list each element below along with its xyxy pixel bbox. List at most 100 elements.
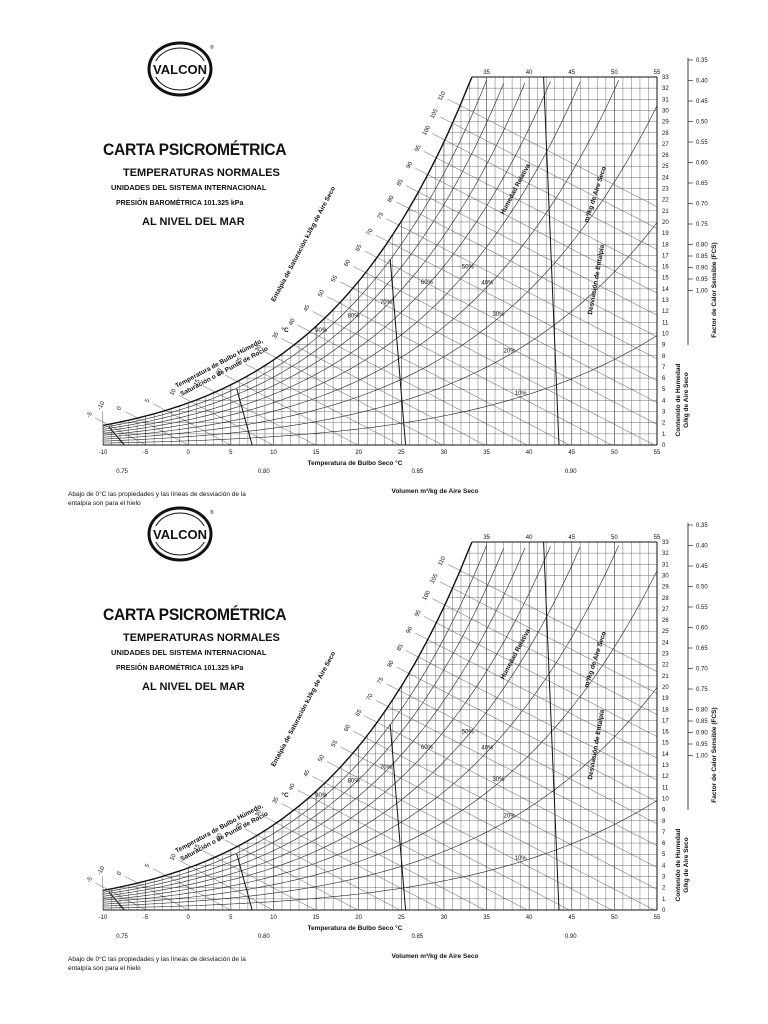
shf-tick: 0.75	[696, 687, 708, 693]
rh-label: 60%	[421, 745, 434, 751]
rh-curve	[102, 546, 581, 901]
humidity-tick: 30	[662, 108, 669, 114]
rh-label: 80%	[348, 778, 361, 784]
ice-note: Abajo de 0°C las propiedades y las línea…	[68, 491, 246, 507]
volume-tick: 0.80	[258, 469, 270, 475]
humidity-tick: 16	[662, 265, 669, 271]
shf-tick: 0.95	[696, 742, 708, 748]
enthalpy-line	[386, 683, 658, 824]
rh-label: 20%	[504, 814, 517, 820]
enthalpy-tick: 20	[215, 367, 224, 376]
valcon-logo: VALCON ®	[147, 506, 214, 562]
humidity-tick: 6	[662, 376, 666, 382]
rh-label: 20%	[504, 349, 517, 355]
enthalpy-line	[102, 876, 104, 911]
dry-bulb-tick: -10	[99, 915, 108, 921]
shf-tick: 0.90	[696, 731, 708, 737]
enthalpy-tick: -5	[86, 411, 94, 419]
rh-axis-title: Humedad Relativa	[499, 627, 532, 680]
enthalpy-line	[95, 882, 146, 911]
top-tick: 40	[526, 70, 533, 76]
logo-text: VALCON	[153, 527, 207, 542]
enthalpy-tick: -10	[97, 400, 107, 411]
shf-axis-title: Factor de Calor Sensible (FCS)	[711, 242, 718, 337]
dry-bulb-tick: 30	[441, 450, 448, 456]
enthalpy-tick: 100	[422, 124, 432, 136]
ice-note: Abajo de 0°C las propiedades y las línea…	[68, 956, 246, 972]
humidity-tick: 30	[662, 573, 669, 579]
volume-line	[543, 76, 560, 446]
chart-subtitle: TEMPERATURAS NORMALES	[123, 632, 280, 644]
enthalpy-tick: 95	[414, 609, 423, 618]
shf-tick: 0.35	[696, 58, 708, 64]
humidity-axis-unit: G/kg de Aire Seco	[683, 372, 690, 427]
humidity-tick: 5	[662, 852, 666, 858]
enthalpy-tick: 5	[145, 398, 152, 404]
humidity-tick: 26	[662, 618, 669, 624]
rh-curve	[102, 545, 619, 903]
enthalpy-line	[447, 98, 658, 207]
enthalpy-line	[178, 395, 274, 446]
humidity-axis-title: Contenido de Humedad	[675, 829, 682, 902]
dry-bulb-tick: -10	[99, 450, 108, 456]
humidity-tick: 0	[662, 908, 666, 914]
dry-bulb-tick: 30	[441, 915, 448, 921]
volume-line	[108, 426, 125, 446]
top-tick: 45	[568, 535, 575, 541]
enthalpy-tick: -5	[86, 876, 94, 884]
humidity-tick: 14	[662, 287, 669, 293]
dry-bulb-tick: 20	[355, 915, 362, 921]
humidity-tick: 17	[662, 718, 669, 724]
enthalpy-tick: 105	[430, 108, 440, 120]
logo-text: VALCON	[153, 62, 207, 77]
enthalpy-tick: 75	[377, 211, 386, 220]
volume-tick: 0.85	[411, 469, 423, 475]
volume-tick: 0.80	[258, 934, 270, 940]
enthalpy-line	[432, 133, 658, 250]
humidity-tick: 24	[662, 175, 669, 181]
top-tick: 55	[654, 70, 661, 76]
top-tick: 50	[611, 535, 618, 541]
altitude-label: AL NIVEL DEL MAR	[142, 681, 245, 693]
humidity-tick: 4	[662, 398, 666, 404]
shf-tick: 0.80	[696, 243, 708, 249]
enthalpy-line	[405, 650, 658, 781]
rh-label: 10%	[515, 391, 528, 397]
enthalpy-tick: 95	[414, 144, 423, 153]
humidity-tick: 8	[662, 354, 666, 360]
enthalpy-tick: 50	[318, 754, 327, 763]
enthalpy-tick: 60	[344, 258, 353, 267]
enthalpy-tick: 50	[318, 289, 327, 298]
humidity-tick: 7	[662, 365, 666, 371]
rh-curve	[102, 687, 658, 907]
enthalpy-line	[202, 385, 316, 446]
enthalpy-line	[340, 746, 655, 911]
humidity-tick: 13	[662, 763, 669, 769]
enthalpy-line	[263, 351, 443, 446]
dry-bulb-tick: -5	[143, 450, 149, 456]
dry-bulb-tick: 40	[526, 915, 533, 921]
volume-line	[389, 259, 407, 446]
enthalpy-line	[224, 374, 358, 446]
psychrometric-chart-top: 10%20%30%40%50%60%70%80%90%-10-505101520…	[86, 58, 718, 495]
chart-title: CARTA PSICROMÉTRICA	[103, 140, 287, 159]
enthalpy-tick: 45	[303, 304, 312, 313]
top-tick: 45	[568, 70, 575, 76]
rh-label: 50%	[462, 729, 475, 735]
dry-bulb-tick: 15	[313, 915, 320, 921]
enthalpy-line	[375, 699, 658, 846]
enthalpy-line	[102, 411, 104, 446]
shf-tick: 0.40	[696, 79, 708, 85]
shf-tick: 0.85	[696, 254, 708, 260]
enthalpy-tick: 80	[387, 194, 396, 203]
humidity-tick: 20	[662, 220, 669, 226]
shf-tick: 0.55	[696, 605, 708, 611]
shf-tick: 0.50	[696, 585, 708, 591]
humidity-tick: 19	[662, 231, 669, 237]
dry-bulb-tick: 10	[270, 450, 277, 456]
enthalpy-line	[327, 296, 612, 446]
rh-label: 50%	[462, 264, 475, 270]
deviation-axis-title: Desviación de Entalpía	[587, 244, 606, 315]
shf-tick: 0.55	[696, 140, 708, 146]
volume-tick: 0.75	[116, 934, 128, 940]
